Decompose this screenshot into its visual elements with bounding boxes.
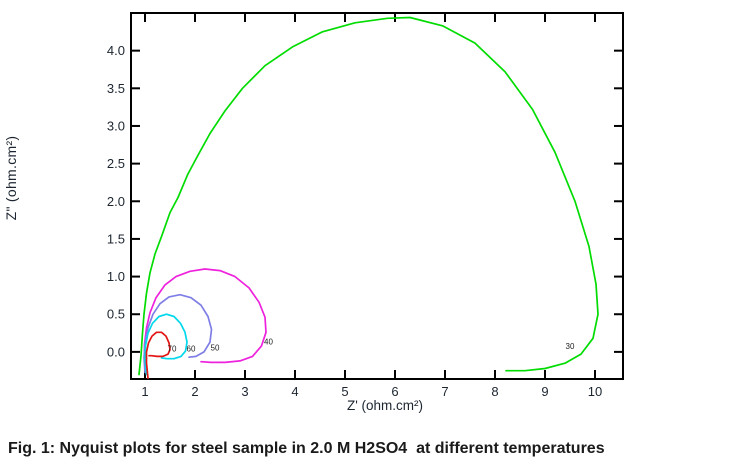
nyquist-plot: 1 2 3 4 5 6 7 8 9 10 0.0 0.5 1.0 1.5 2.0 2.5 3.0 3.5 4.0 30… <box>3 12 624 413</box>
series-40-label: 40 <box>264 338 273 347</box>
x-tick-label: 7 <box>441 384 448 399</box>
series-40-curve <box>143 268 267 374</box>
x-axis-label: Z' (ohm.cm²) <box>346 398 424 413</box>
x-tick-label: 6 <box>391 384 398 399</box>
x-tick-label: 8 <box>491 384 498 399</box>
series-30-label: 30 <box>566 342 575 351</box>
nyquist-plot-canvas: 1 2 3 4 5 6 7 8 9 10 0.0 0.5 1.0 1.5 2.0 2.5 3.0 3.5 4.0 30… <box>107 12 624 399</box>
series-70-curve <box>145 331 171 380</box>
x-tick-label: 5 <box>341 384 348 399</box>
y-tick-label: 0.5 <box>107 307 125 322</box>
x-tick-label: 2 <box>191 384 198 399</box>
series-50-curve <box>143 293 213 374</box>
x-tick-label: 4 <box>291 384 298 399</box>
x-tick-label: 9 <box>541 384 548 399</box>
series-60-label: 60 <box>187 344 196 353</box>
y-tick-label: 3.5 <box>107 81 125 96</box>
series-30-curve <box>138 16 599 376</box>
y-tick-label: 2.5 <box>107 156 125 171</box>
y-tick-label: 2.0 <box>107 194 125 209</box>
y-axis-label: Z" (ohm.cm²) <box>3 135 19 221</box>
y-tick-label: 3.0 <box>107 118 125 133</box>
y-tick-label: 1.5 <box>107 231 125 246</box>
series-60-curve <box>144 313 188 376</box>
y-tick-label: 0.0 <box>107 344 125 359</box>
x-tick-label: 1 <box>141 384 148 399</box>
x-tick-label: 3 <box>241 384 248 399</box>
y-tick-label: 1.0 <box>107 269 125 284</box>
x-tick-label: 10 <box>588 384 602 399</box>
series-70-label: 70 <box>168 344 177 353</box>
figure-caption: Fig. 1: Nyquist plots for steel sample i… <box>8 440 605 457</box>
y-tick-label: 4.0 <box>107 43 125 58</box>
plot-frame <box>130 12 624 380</box>
series-50-label: 50 <box>211 344 220 353</box>
